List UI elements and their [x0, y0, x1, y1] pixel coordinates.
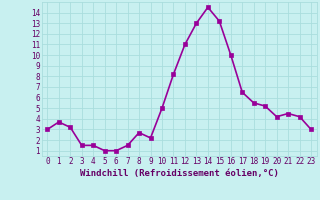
X-axis label: Windchill (Refroidissement éolien,°C): Windchill (Refroidissement éolien,°C) — [80, 169, 279, 178]
